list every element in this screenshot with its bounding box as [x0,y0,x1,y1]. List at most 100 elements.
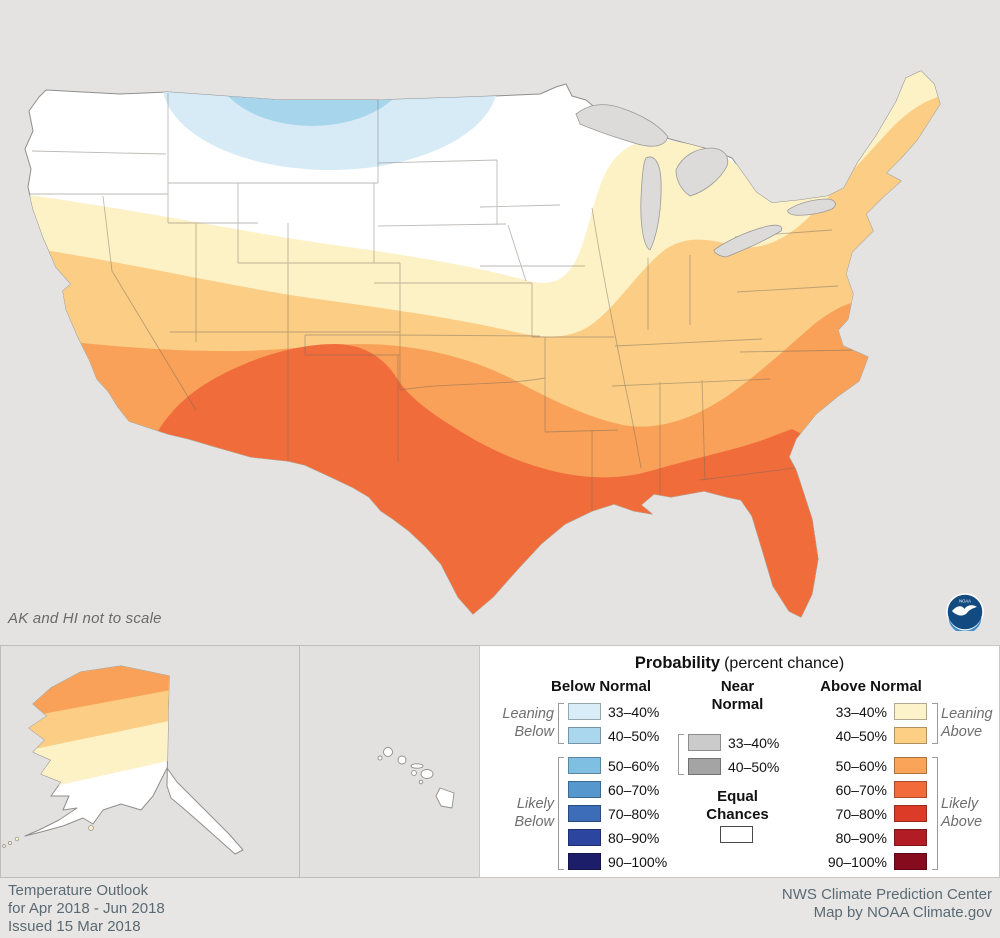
alaska-map [2,665,244,855]
legend-row-below-40-50: 40–50% [568,727,659,744]
label-above-60-70: 60–70% [835,781,887,798]
noaa-logo: NOAA [946,593,984,631]
map-scale-note: AK and HI not to scale [8,610,162,627]
island-hawaii [435,787,455,809]
likely-below-bracket [558,757,564,870]
swatch-below-80-90 [568,829,601,846]
legend-row-below-90-100: 90–100% [568,853,667,870]
equal-chances-line2: Chances [706,806,769,823]
legend-row-above-90-100: 90–100% [810,853,927,870]
near-normal-header-line1: Near [720,678,755,695]
legend-row-near-33-40: 33–40% [688,734,779,751]
label-above-33-40: 33–40% [835,703,887,720]
label-near-33-40: 33–40% [728,734,780,751]
legend-row-near-40-50: 40–50% [688,758,779,775]
label-below-33-40: 33–40% [608,703,660,720]
leaning-above-line2: Above [941,724,983,740]
main-map-area: AK and HI not to scale NOAA [8,70,984,631]
legend-row-below-80-90: 80–90% [568,829,659,846]
footer-outlook-title: Temperature Outlook [8,882,149,899]
label-above-40-50: 40–50% [835,727,887,744]
island-lanai [411,770,417,776]
great-lakes [575,104,836,258]
equal-chances-swatch [720,826,753,843]
lake-ontario [787,198,836,216]
lake-michigan [640,156,662,251]
hawaiian-islands [377,747,455,809]
equal-chances-label: Equal Chances [685,788,790,824]
label-below-90-100: 90–100% [608,853,668,870]
likely-below-label: Likely Below [486,795,555,831]
near-normal-bracket [678,734,684,775]
legend-row-below-60-70: 60–70% [568,781,659,798]
swatch-near-40-50 [688,758,721,775]
below-normal-header: Below Normal [550,678,652,695]
footer-source: NWS Climate Prediction Center [781,886,992,903]
footer-issued-date: Issued 15 Mar 2018 [8,918,141,935]
label-above-70-80: 70–80% [835,805,887,822]
alaska-band-above-50-60 [25,666,243,718]
footer-outlook-period: for Apr 2018 - Jun 2018 [8,900,165,917]
swatch-below-40-50 [568,727,601,744]
swatch-above-33-40 [894,703,927,720]
legend-row-above-70-80: 70–80% [810,805,927,822]
footer: Temperature Outlook for Apr 2018 - Jun 2… [0,878,1000,938]
swatch-below-50-60 [568,757,601,774]
likely-below-line1: Likely [516,796,554,812]
island-kahoolawe [418,779,424,785]
island-maui [420,769,434,779]
likely-above-line1: Likely [941,796,979,812]
leaning-above-label: Leaning Above [941,705,999,741]
island-kauai [383,747,393,757]
equal-chances-line1: Equal [717,788,758,805]
swatch-above-90-100 [894,853,927,870]
footer-map-credit: Map by NOAA Climate.gov [813,904,992,921]
swatch-below-60-70 [568,781,601,798]
legend-title-suffix: (percent chance) [724,655,845,672]
footer-outlook-info: Temperature Outlook for Apr 2018 - Jun 2… [8,882,165,936]
legend-row-above-33-40: 33–40% [810,703,927,720]
swatch-above-40-50 [894,727,927,744]
legend-row-above-80-90: 80–90% [810,829,927,846]
leaning-below-line1: Leaning [502,706,554,722]
likely-above-line2: Above [941,814,983,830]
legend-panel: Probability (percent chance) Below Normal… [479,645,1000,878]
likely-above-bracket [932,757,938,870]
island-molokai [410,763,424,769]
footer-credits: NWS Climate Prediction Center Map by NOA… [782,886,992,922]
leaning-above-bracket [932,703,938,744]
hawaii-map [377,747,455,809]
lake-superior [575,104,669,147]
aleutian-islands [2,825,94,848]
us-probability-map [24,70,941,618]
swatch-below-70-80 [568,805,601,822]
near-normal-header-line2: Normal [711,696,764,713]
label-below-70-80: 70–80% [608,805,660,822]
swatch-above-60-70 [894,781,927,798]
label-above-90-100: 90–100% [827,853,887,870]
noaa-logo-text: NOAA [959,599,971,604]
label-below-60-70: 60–70% [608,781,660,798]
label-near-40-50: 40–50% [728,758,780,775]
label-above-80-90: 80–90% [835,829,887,846]
leaning-below-bracket [558,703,564,744]
above-normal-header: Above Normal [820,678,922,695]
swatch-above-70-80 [894,805,927,822]
label-below-40-50: 40–50% [608,727,660,744]
legend-row-below-50-60: 50–60% [568,757,659,774]
leaning-below-label: Leaning Below [486,705,554,741]
kodiak-island [88,825,94,831]
swatch-below-90-100 [568,853,601,870]
legend-row-above-60-70: 60–70% [810,781,927,798]
legend-title: Probability (percent chance) [480,654,999,673]
legend-row-below-33-40: 33–40% [568,703,659,720]
lake-huron [675,147,729,197]
aleutian-island [8,841,12,845]
legend-title-bold: Probability [634,654,721,672]
label-above-50-60: 50–60% [835,757,887,774]
legend-row-below-70-80: 70–80% [568,805,659,822]
swatch-above-80-90 [894,829,927,846]
near-normal-header: Near Normal [685,678,790,714]
noaa-logo-bird-icon [952,605,977,616]
swatch-above-50-60 [894,757,927,774]
